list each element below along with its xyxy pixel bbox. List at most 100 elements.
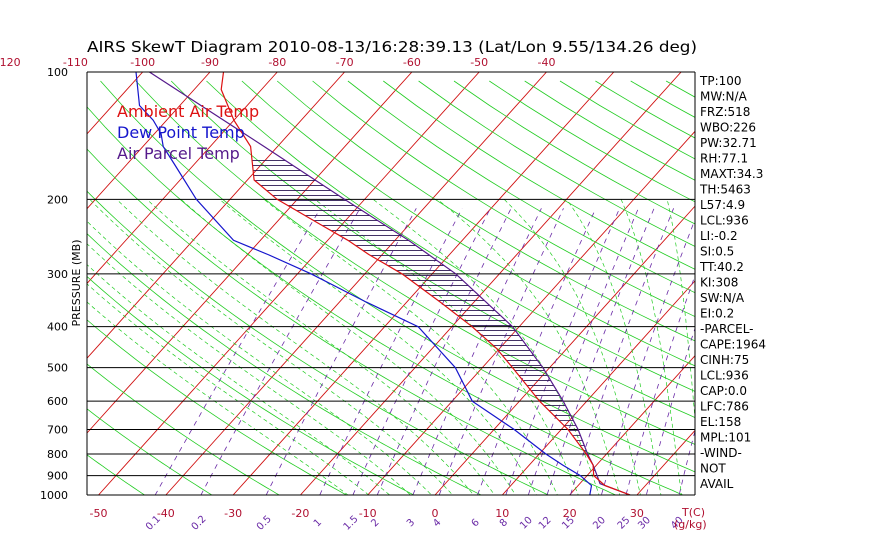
moist-adiabat-line — [87, 220, 433, 495]
stat-item: SW:N/A — [700, 291, 745, 305]
stat-item: SI:0.5 — [700, 245, 734, 259]
stat-item: -PARCEL- — [700, 322, 754, 336]
isotherm-line — [87, 72, 211, 210]
isotherm-line — [165, 72, 547, 495]
stat-item: TP:100 — [699, 74, 742, 88]
mixing-ratio-line — [477, 208, 597, 495]
temp-tick-bottom-label: 10 — [495, 507, 509, 520]
temp-tick-bottom-label: -10 — [359, 507, 377, 520]
stat-item: EI:0.2 — [700, 307, 734, 321]
isotherm-line — [87, 72, 413, 434]
moist-adiabat-line — [219, 199, 537, 495]
moist-adiabat-line — [372, 199, 600, 495]
temp-tick-top-label: -70 — [336, 56, 354, 69]
dry-adiabat-line — [347, 80, 695, 294]
dry-adiabat-line — [87, 148, 617, 495]
dry-adiabat-line — [276, 80, 695, 342]
moist-adiabat-line — [89, 199, 454, 495]
stat-item: LI:-0.2 — [700, 229, 738, 243]
stat-item: FRZ:518 — [700, 105, 750, 119]
temp-tick-bottom-label: -30 — [224, 507, 242, 520]
pressure-tick-label: 400 — [47, 321, 68, 334]
mixing-ratio-line — [625, 274, 695, 495]
stat-item: CAP:0.0 — [700, 384, 747, 398]
mixing-ratio-line — [570, 208, 674, 495]
stat-item: TT:40.2 — [699, 260, 744, 274]
moist-adiabat-line — [87, 243, 412, 495]
isotherm-line — [87, 72, 278, 285]
chart-title: AIRS SkewT Diagram 2010-08-13/16:28:39.1… — [87, 38, 697, 56]
pressure-tick-label: 300 — [47, 268, 68, 281]
isotherm-line — [87, 72, 345, 359]
stat-item: CINH:75 — [700, 353, 749, 367]
isotherm-line — [501, 280, 695, 495]
stat-item: KI:308 — [700, 276, 738, 290]
dry-adiabat-line — [135, 80, 695, 445]
moist-adiabat-line — [87, 301, 349, 495]
moist-adiabat-line — [437, 199, 621, 495]
temp-tick-bottom-label: -50 — [90, 507, 108, 520]
stat-item: LCL:936 — [700, 369, 749, 383]
mixing-ratio-line — [376, 208, 512, 495]
mixing-ratio-line — [200, 208, 361, 495]
mixing-ratio-line — [319, 208, 463, 495]
temp-tick-top-label: -60 — [403, 56, 421, 69]
temp-tick-top-label: -110 — [63, 56, 88, 69]
dry-adiabat-line — [383, 80, 695, 270]
dry-adiabat-line — [241, 80, 695, 367]
cape-hatch-area — [252, 160, 606, 486]
isotherm-line — [232, 72, 615, 495]
stat-item: TH:5463 — [699, 183, 751, 197]
dew-point-temp-line — [135, 72, 593, 495]
temp-tick-bottom-label: 20 — [563, 507, 577, 520]
temp-tick-top-label: -100 — [130, 56, 155, 69]
temp-tick-top-label: -50 — [470, 56, 488, 69]
stat-item: MAXT:34.3 — [700, 167, 763, 181]
pressure-tick-label: 1000 — [40, 489, 68, 502]
moist-adiabat-line — [87, 283, 370, 495]
dry-adiabat-line — [170, 80, 695, 419]
moist-adiabat-line — [566, 199, 662, 495]
pressure-tick-label: 500 — [47, 362, 68, 375]
profiles — [135, 72, 631, 495]
dry-adiabat-line — [100, 80, 695, 473]
temp-tick-top-label: -120 — [0, 56, 21, 69]
mixing-unit-label: (g/kg) — [674, 518, 707, 531]
isotherm-line — [434, 205, 695, 495]
stat-item: MPL:101 — [700, 431, 751, 445]
temp-tick-top-label: -80 — [268, 56, 286, 69]
dry-adiabat-line — [206, 80, 695, 392]
mixing-ratio-line — [600, 218, 695, 495]
legend-ambient-air-temp: Ambient Air Temp — [117, 102, 259, 121]
dry-adiabat-line — [87, 408, 213, 495]
stat-item: MW:N/A — [700, 90, 748, 104]
temp-tick-bottom-label: 30 — [630, 507, 644, 520]
grid-lines — [87, 72, 695, 495]
pressure-tick-label: 700 — [47, 423, 68, 436]
stat-item: LFC:786 — [700, 400, 749, 414]
legend-air-parcel-temp: Air Parcel Temp — [117, 144, 240, 163]
dry-adiabat-line — [87, 233, 483, 495]
moist-adiabat-line — [180, 199, 517, 495]
stat-item: LCL:936 — [700, 214, 749, 228]
stat-item: RH:77.1 — [700, 152, 748, 166]
pressure-tick-label: 900 — [47, 470, 68, 483]
stat-item: CAPE:1964 — [700, 338, 766, 352]
mixing-ratio-line — [546, 208, 655, 495]
moist-adiabat-line — [314, 199, 579, 495]
stat-item: -WIND- — [700, 446, 742, 460]
stat-item: AVAIL — [700, 477, 734, 491]
pressure-tick-label: 100 — [47, 66, 68, 79]
legend: Ambient Air Temp Dew Point Temp Air Parc… — [117, 102, 259, 163]
isotherm-line — [569, 354, 695, 495]
temp-tick-bottom-label: -40 — [157, 507, 175, 520]
dry-adiabat-line — [87, 363, 281, 495]
stat-item: WBO:226 — [700, 121, 756, 135]
stat-item: PW:32.71 — [700, 136, 757, 150]
moist-adiabat-line — [87, 264, 391, 495]
isotherm-line — [367, 130, 695, 495]
mixing-ratio-line — [438, 208, 564, 495]
isotherm-line — [300, 72, 682, 495]
